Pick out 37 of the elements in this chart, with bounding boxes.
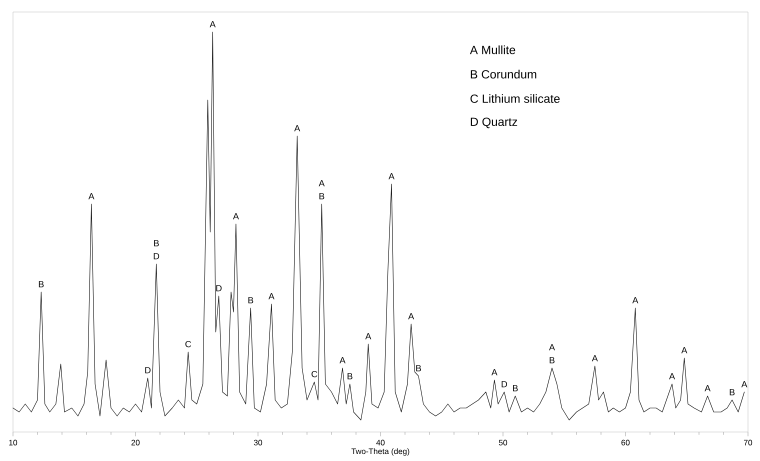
annotation: A: [232, 213, 239, 220]
annotation: B: [512, 385, 518, 392]
annotation: D: [502, 381, 508, 388]
annotation: A: [294, 125, 300, 132]
annotation: A: [632, 297, 638, 304]
annotation: B: [38, 281, 44, 288]
annotation: A: [210, 21, 216, 28]
annotation: A: [704, 385, 711, 392]
annotation: B: [348, 373, 352, 380]
annotation: A: [268, 293, 274, 300]
annotation: A Mullite: [470, 45, 516, 54]
annotation: B: [319, 193, 324, 200]
annotation: B: [154, 240, 159, 246]
annotation: A: [669, 373, 676, 380]
annotation: A: [388, 173, 395, 180]
annotation: B: [550, 357, 555, 364]
annotation: D: [145, 367, 151, 374]
annotation: C: [185, 340, 192, 348]
annotation: A: [340, 357, 346, 364]
annotation: A: [88, 193, 94, 200]
annotation: A: [318, 180, 325, 186]
annotation: A: [491, 369, 498, 376]
annotation: D: [216, 285, 222, 292]
annotation: D: [154, 253, 160, 260]
annotation: A: [365, 333, 372, 340]
annotation: D Quartz: [470, 118, 518, 128]
annotation: B: [730, 389, 735, 396]
annotation: B Corundum: [470, 70, 536, 79]
annotation: C Lithium silicate: [470, 94, 560, 103]
annotation: A: [681, 347, 688, 354]
annotation: C: [312, 370, 318, 378]
annotation: B: [248, 297, 254, 304]
annotation: A: [741, 381, 748, 388]
annotation: A: [549, 344, 555, 350]
annotation: B: [416, 365, 422, 372]
annotation: A: [592, 355, 598, 362]
annotation: A: [408, 313, 414, 320]
